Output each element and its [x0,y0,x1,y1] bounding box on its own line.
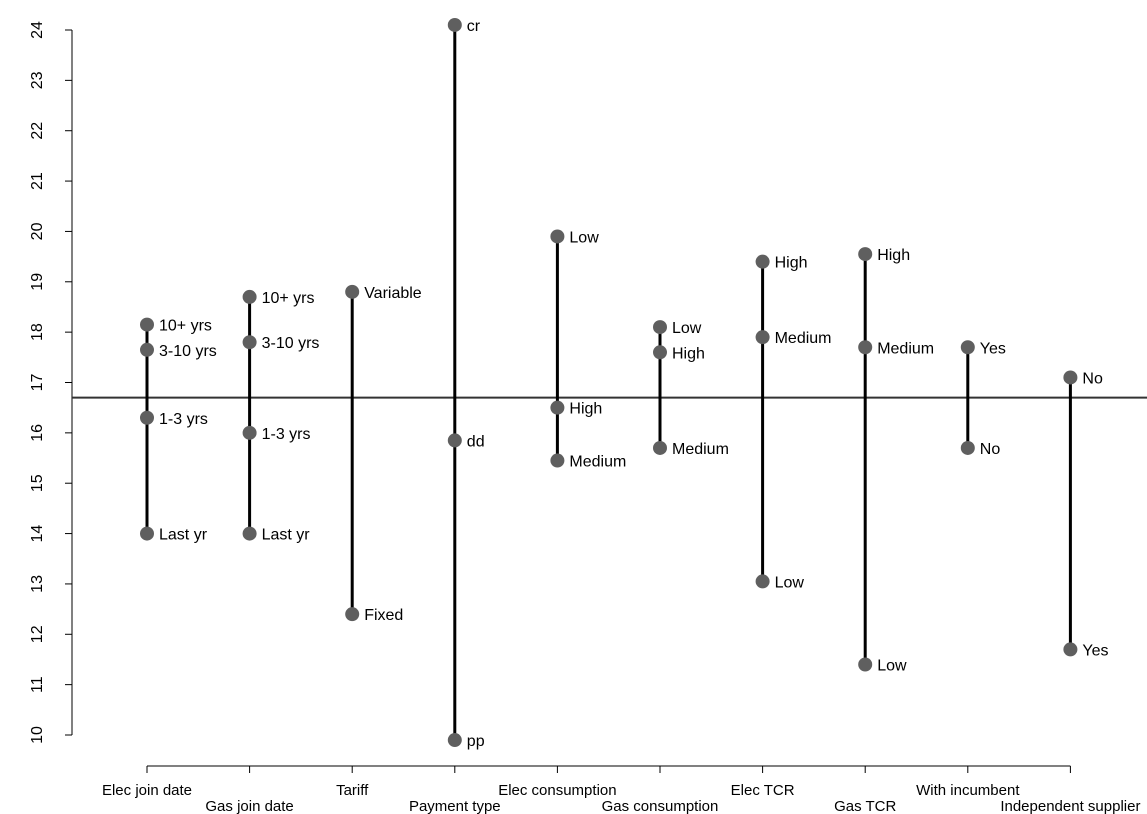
data-point-label: Low [775,574,805,591]
y-tick-label: 15 [29,474,46,492]
category-group: 10+ yrs 3-10 yrs 1-3 yrs Last yr [242,289,320,544]
x-category-label: Gas join date [205,798,293,814]
y-tick-label: 20 [29,222,46,240]
y-tick-label: 10 [29,726,46,744]
y-tick-label: 12 [29,625,46,643]
category-group: High Medium Low [858,247,934,675]
data-point [550,229,565,244]
y-tick-label: 19 [29,273,46,291]
y-tick-label: 24 [29,21,46,39]
data-point-label: 3-10 yrs [262,335,320,352]
category-group: Low High Medium [653,320,729,458]
data-point [447,433,462,448]
data-point [447,17,462,32]
data-point-label: High [672,345,705,362]
data-point [755,574,770,589]
x-category-label: Elec consumption [498,782,616,799]
data-point-label: Medium [877,340,934,357]
data-point [550,453,565,468]
data-point [653,345,667,360]
data-point-label: 1-3 yrs [262,426,311,443]
category-group: Low High Medium [550,229,626,471]
data-point [1063,642,1078,657]
data-point [858,247,873,262]
data-point-label: 10+ yrs [159,318,212,335]
data-point [140,526,154,541]
data-point-label: Yes [1082,642,1108,659]
data-point-label: High [569,401,602,418]
x-category-label: Tariff [336,782,369,799]
data-point [858,340,873,355]
data-point-label: Medium [569,454,626,471]
category-group: Yes No [960,340,1006,458]
data-point [653,320,667,335]
data-point [755,330,770,345]
axes: 10 11 12 13 14 15 16 17 18 19 20 21 22 23 24 Elec join … [29,21,1140,814]
data-point [345,284,360,299]
y-tick-label: 22 [29,122,46,140]
data-point [242,335,257,350]
data-point-label: No [1082,370,1103,387]
data-point [242,526,257,541]
data-point [140,342,154,357]
data-point-label: High [877,247,910,264]
x-category-label: Gas consumption [602,798,719,814]
x-category-label: Gas TCR [834,798,896,814]
data-point-label: Low [672,320,702,337]
data-point [242,425,257,440]
data-point-label: Fixed [364,607,403,624]
x-category-label: Elec join date [102,782,192,799]
data-point-label: 3-10 yrs [159,343,217,360]
category-group: Variable Fixed [345,284,422,624]
y-tick-label: 17 [29,374,46,392]
y-tick-label: 13 [29,575,46,593]
data-point [550,400,565,415]
data-point-label: Last yr [159,527,208,544]
data-point-label: No [980,441,1001,458]
data-point-label: High [775,255,808,272]
category-group: 10+ yrs 3-10 yrs 1-3 yrs Last yr [140,317,217,544]
data-point-label: 10+ yrs [262,290,315,307]
y-tick-label: 21 [29,172,46,190]
data-point [653,440,667,455]
data-point [345,607,360,622]
data-point-label: Medium [775,330,832,347]
data-point [858,657,873,672]
y-tick-label: 18 [29,323,46,341]
x-category-label: Payment type [409,798,501,814]
data-point-label: dd [467,433,485,450]
data-point-label: Last yr [262,527,311,544]
data-point [755,254,770,269]
data-point [1063,370,1078,385]
x-category-label: Independent supplier [1000,798,1140,814]
y-tick-label: 14 [29,525,46,543]
data-point [140,317,154,332]
data-point [960,340,975,355]
data-point-label: Yes [980,340,1006,357]
data-point-label: 1-3 yrs [159,411,208,428]
data-point-label: Low [569,229,599,246]
data-point [242,289,257,304]
y-tick-label: 23 [29,71,46,89]
data-point [447,733,462,748]
x-category-label: Elec TCR [731,782,795,799]
series-group: 10+ yrs 3-10 yrs 1-3 yrs Last yr 10+ yrs 3-10… [140,17,1109,750]
x-category-label: With incumbent [916,782,1020,799]
category-group: cr dd pp [447,17,485,750]
data-point-label: cr [467,18,481,35]
data-point-label: Low [877,658,907,675]
category-group: No Yes [1063,370,1109,659]
category-group: High Medium Low [755,254,832,591]
data-point-label: Medium [672,441,729,458]
y-tick-label: 16 [29,424,46,442]
data-point [140,410,154,425]
data-point [960,440,975,455]
data-point-label: Variable [364,285,422,302]
data-point-label: pp [467,733,485,750]
y-tick-label: 11 [29,676,46,693]
